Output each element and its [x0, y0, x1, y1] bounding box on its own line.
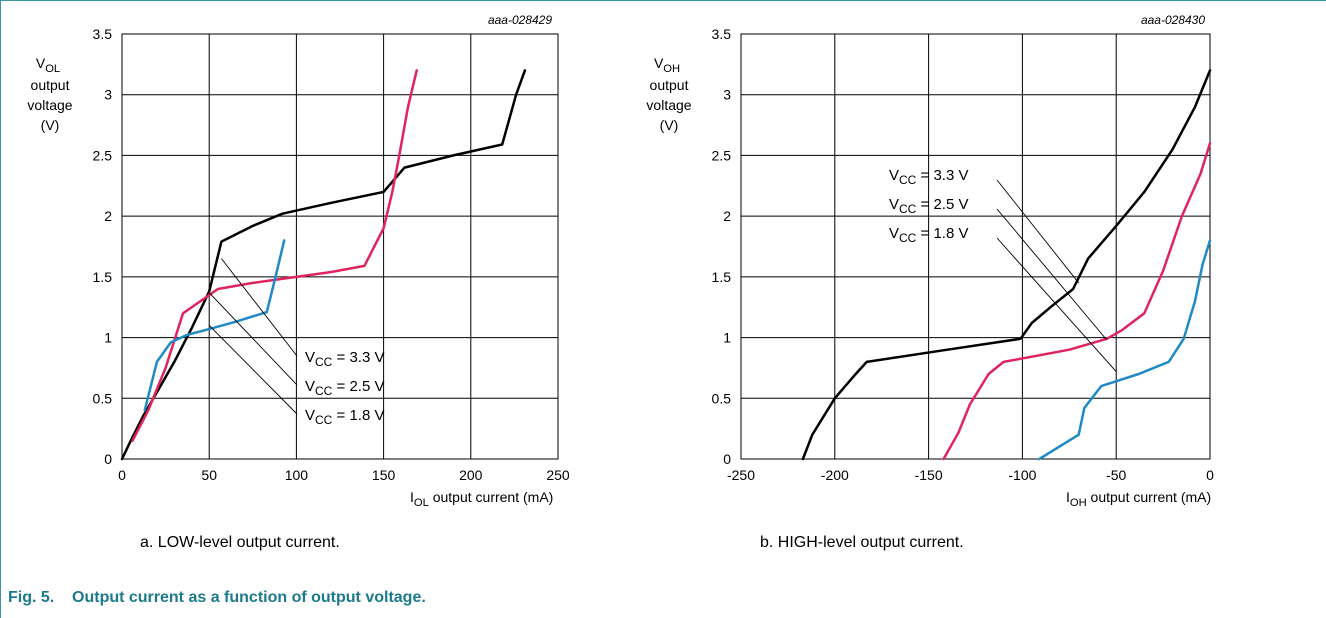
figure-title-text: Output current as a function of output v… [72, 589, 426, 606]
figure-frame-left [0, 0, 1, 618]
figure-frame-top [0, 0, 1326, 1]
series-line-0 [801, 69, 1212, 461]
annotation-leader [996, 237, 1117, 372]
x-tick-label: 150 [372, 467, 396, 483]
y-axis-label-line: output [650, 77, 689, 93]
y-tick-label: 1 [104, 330, 112, 346]
x-tick-label: -150 [915, 467, 943, 483]
y-tick-label: 3 [723, 87, 731, 103]
series-label: VCC = 2.5 V [305, 378, 384, 398]
series-line-1 [131, 69, 418, 443]
caption-b: b. HIGH-level output current. [760, 534, 964, 551]
y-tick-label: 3.5 [712, 26, 732, 42]
y-axis-symbol: VOH [654, 55, 680, 75]
y-tick-label: 1.5 [712, 269, 732, 285]
y-tick-label: 2.5 [93, 147, 113, 163]
y-tick-label: 0 [723, 451, 731, 467]
x-axis-label: IOL output current (mA) [410, 489, 553, 509]
y-axis-label-line: voltage [646, 97, 691, 113]
y-axis-label-line: voltage [27, 97, 72, 113]
annotation-leader [208, 292, 298, 386]
x-tick-label: -100 [1008, 467, 1036, 483]
y-tick-label: 0 [104, 451, 112, 467]
x-tick-label: -250 [727, 467, 755, 483]
series-line-2 [143, 239, 286, 412]
y-tick-label: 3.5 [93, 26, 113, 42]
x-tick-label: 100 [285, 467, 309, 483]
series-label: VCC = 3.3 V [889, 167, 968, 187]
series-label: VCC = 2.5 V [889, 196, 968, 216]
y-tick-label: 0.5 [712, 390, 732, 406]
y-axis-label-line: output [31, 77, 70, 93]
figure-id: aaa-028430 [1141, 13, 1205, 27]
x-tick-label: -50 [1106, 467, 1126, 483]
annotation-leader [221, 258, 298, 357]
series-line-1 [942, 142, 1212, 461]
plot-frame [740, 33, 1211, 460]
series-line-2 [1038, 239, 1212, 461]
x-axis-label: IOH output current (mA) [1066, 489, 1211, 509]
figure-id: aaa-028429 [488, 13, 552, 27]
y-axis-symbol: VOL [36, 55, 60, 75]
y-tick-label: 2 [104, 208, 112, 224]
caption-a: a. LOW-level output current. [140, 534, 340, 551]
y-tick-label: 2.5 [712, 147, 732, 163]
figure-title: Fig. 5. Output current as a function of … [8, 589, 426, 607]
series-label: VCC = 1.8 V [889, 225, 968, 245]
annotation-leader [996, 179, 1080, 284]
series-label: VCC = 3.3 V [305, 349, 384, 369]
x-tick-label: 0 [1206, 467, 1214, 483]
y-tick-label: 0.5 [93, 390, 113, 406]
annotation-leader [208, 325, 298, 415]
y-tick-label: 2 [723, 208, 731, 224]
annotation-leader [996, 208, 1108, 341]
y-tick-label: 3 [104, 87, 112, 103]
y-tick-label: 1 [723, 330, 731, 346]
x-tick-label: 50 [201, 467, 217, 483]
x-tick-label: 0 [118, 467, 126, 483]
series-label: VCC = 1.8 V [305, 407, 384, 427]
x-tick-label: 200 [459, 467, 483, 483]
y-tick-label: 1.5 [93, 269, 113, 285]
x-tick-label: -200 [821, 467, 849, 483]
plot-frame [121, 33, 559, 460]
figure-number: Fig. 5. [8, 589, 55, 606]
y-axis-label-line: (V) [660, 117, 679, 133]
y-axis-label-line: (V) [41, 117, 60, 133]
x-tick-label: 250 [546, 467, 570, 483]
